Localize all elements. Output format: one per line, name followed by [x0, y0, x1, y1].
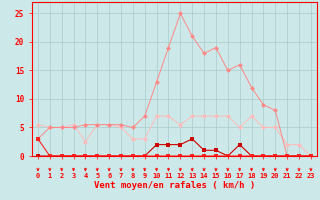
X-axis label: Vent moyen/en rafales ( km/h ): Vent moyen/en rafales ( km/h ) [94, 181, 255, 190]
